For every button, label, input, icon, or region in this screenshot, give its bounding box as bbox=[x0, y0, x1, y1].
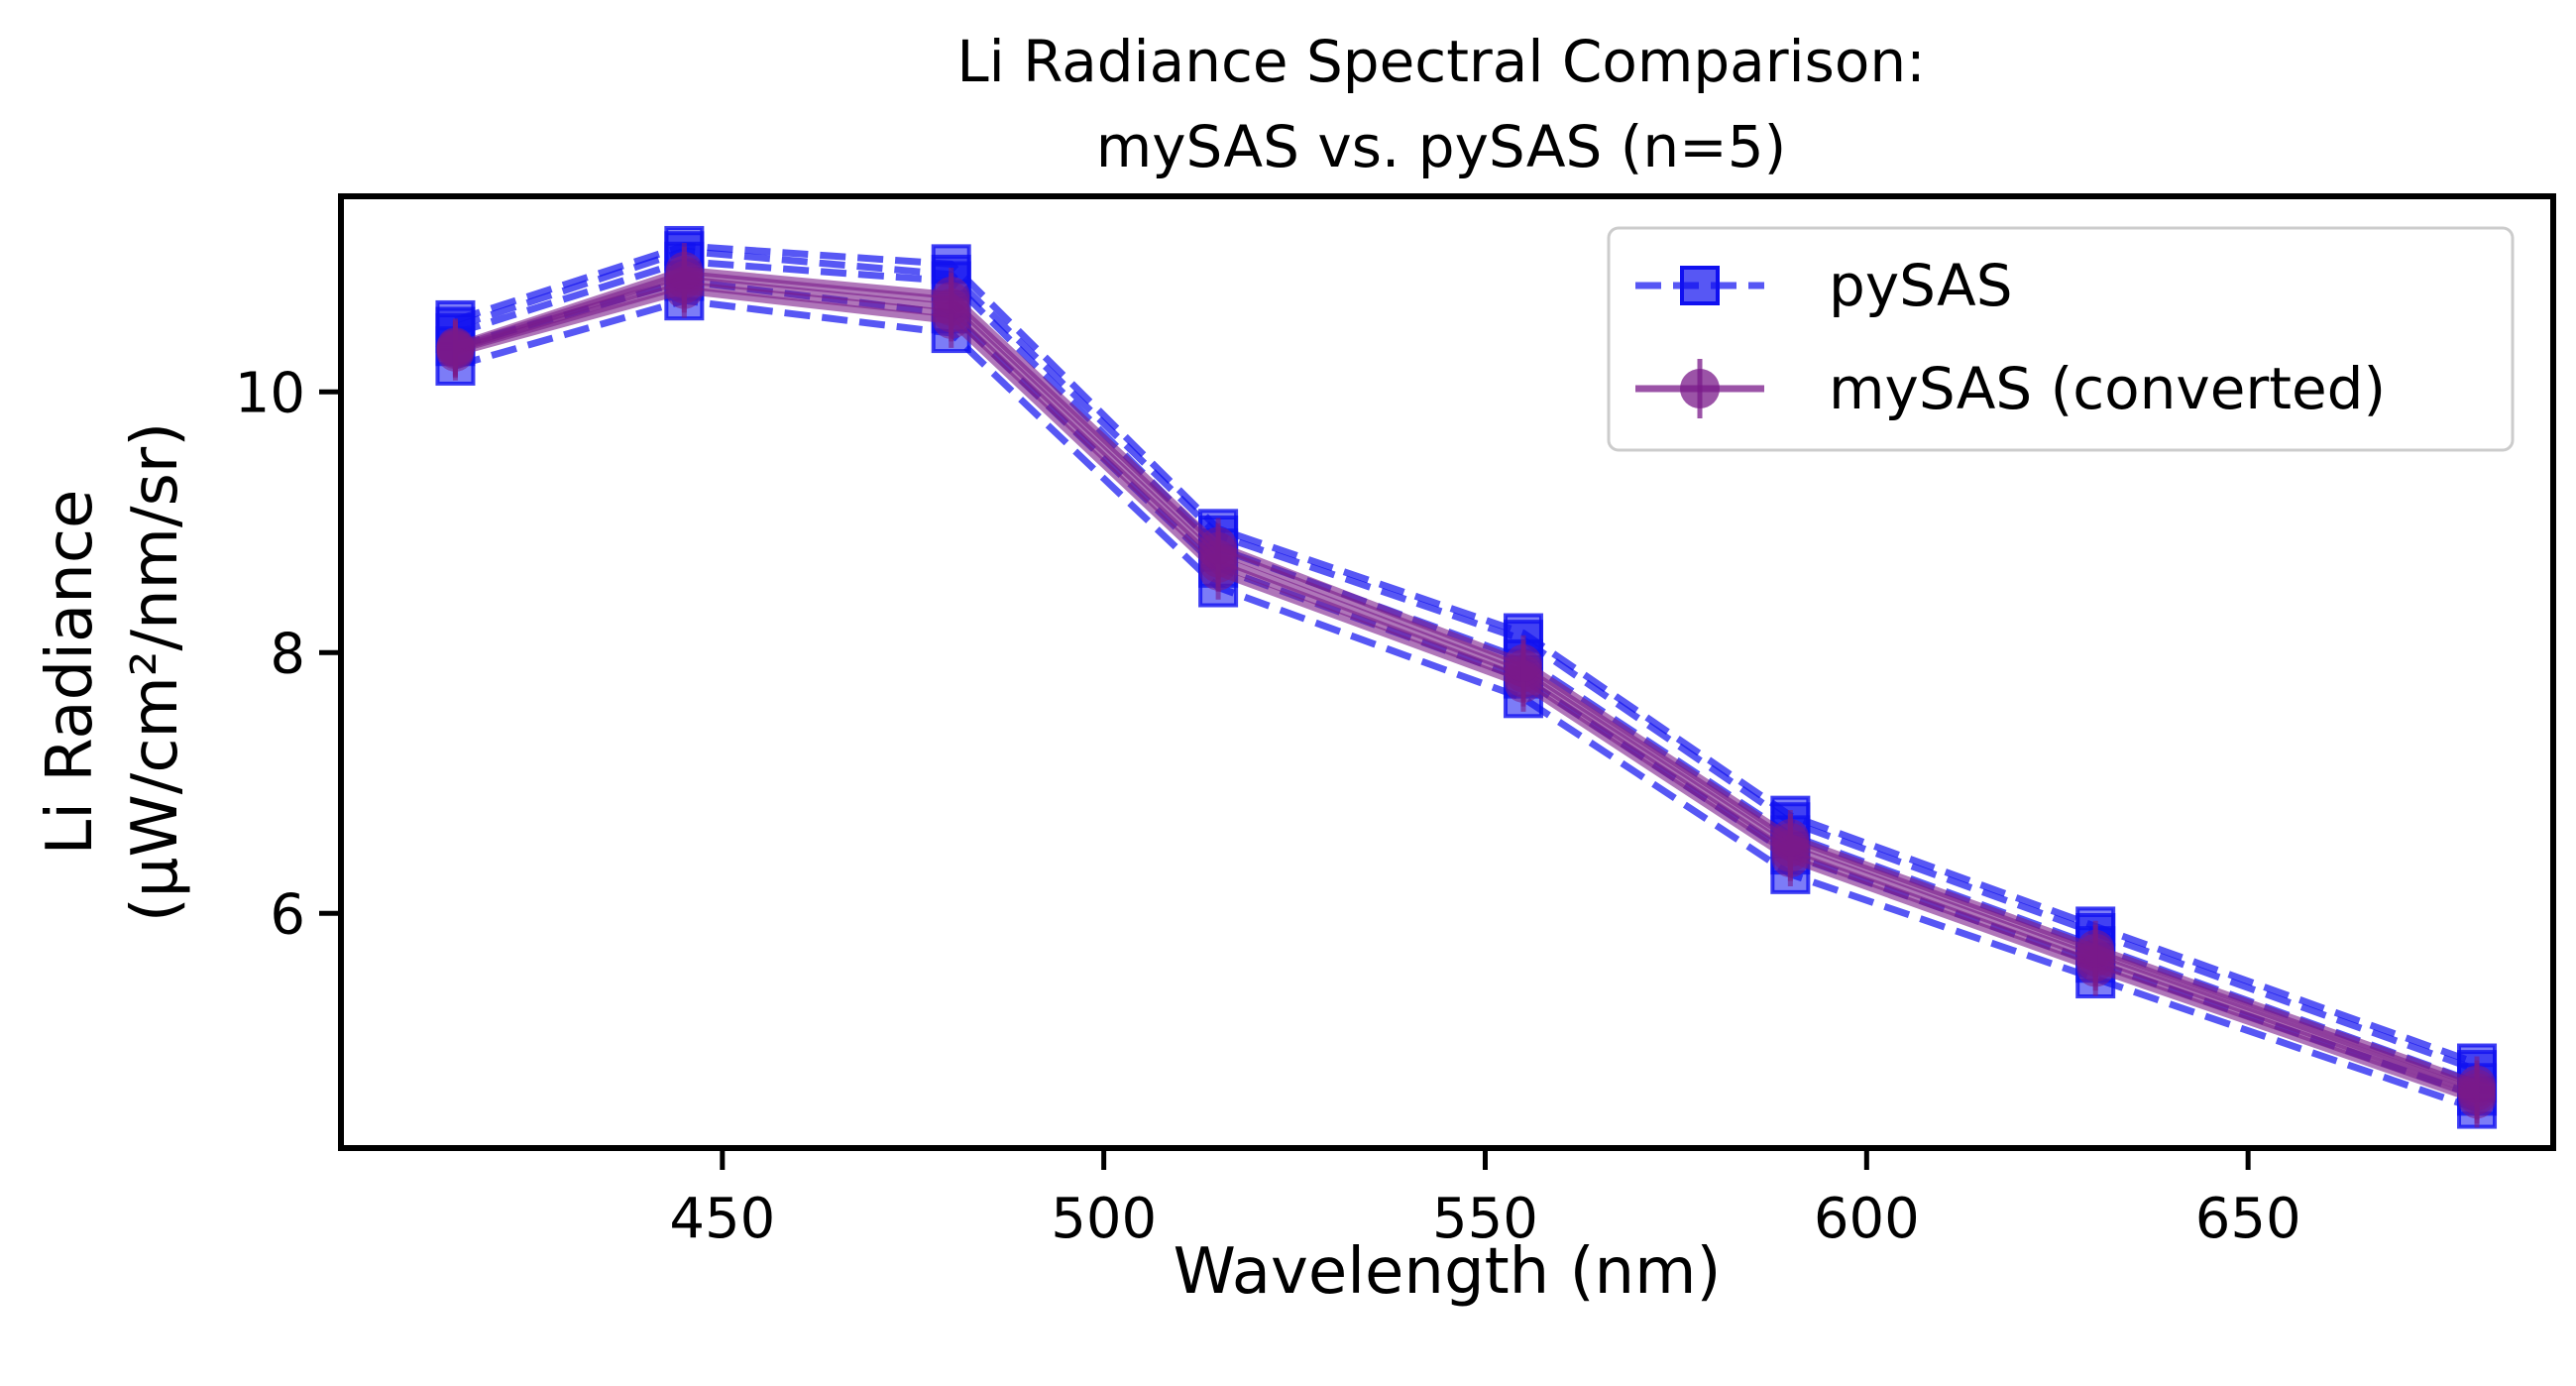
x-tick-label: 600 bbox=[1814, 1187, 1920, 1251]
x-tick-label: 650 bbox=[2195, 1187, 2301, 1251]
chart-title-line1: Li Radiance Spectral Comparison: bbox=[956, 28, 1925, 95]
legend-mysas-marker bbox=[1680, 369, 1720, 408]
x-tick-label: 500 bbox=[1051, 1187, 1157, 1251]
mysas-marker bbox=[665, 251, 704, 289]
mysas-marker bbox=[1504, 643, 1542, 682]
y-tick-label: 8 bbox=[270, 622, 305, 686]
y-axis-label-line1: Li Radiance bbox=[34, 490, 107, 856]
mysas-line-2 bbox=[454, 281, 2479, 1100]
mysas-marker bbox=[1199, 526, 1238, 565]
y-tick-label: 10 bbox=[235, 361, 305, 425]
mysas-marker bbox=[932, 276, 970, 314]
x-tick-label: 450 bbox=[669, 1187, 775, 1251]
legend-pysas-marker bbox=[1680, 266, 1720, 305]
pysas-line-3 bbox=[454, 258, 2479, 1087]
chart-title-line2: mySAS vs. pySAS (n=5) bbox=[1096, 113, 1787, 180]
plot-frame bbox=[338, 193, 2556, 1151]
plot-series bbox=[435, 225, 2498, 1129]
x-axis-ticks: 450 500 550 600 650 bbox=[669, 1148, 2301, 1251]
mysas-line-3 bbox=[454, 276, 2479, 1097]
x-tick-label: 550 bbox=[1432, 1187, 1538, 1251]
mysas-marker bbox=[436, 327, 475, 366]
legend: pySAS mySAS (converted) bbox=[1607, 226, 2515, 452]
pysas-line-5 bbox=[454, 242, 2479, 1067]
y-tick-label: 6 bbox=[270, 882, 305, 947]
legend-mysas-label: mySAS (converted) bbox=[1829, 355, 2386, 422]
y-axis-ticks: 6 8 10 bbox=[235, 361, 341, 947]
mysas-marker bbox=[2076, 929, 2115, 968]
pysas-line-1 bbox=[454, 296, 2479, 1112]
pysas-line-4 bbox=[454, 247, 2479, 1074]
mysas-marker bbox=[2458, 1065, 2497, 1103]
mysas-line-1 bbox=[454, 286, 2479, 1104]
legend-box bbox=[1607, 226, 2515, 452]
mysas-marker bbox=[1771, 819, 1810, 858]
mysas-line-5 bbox=[454, 266, 2479, 1089]
legend-pysas-label: pySAS bbox=[1829, 252, 2013, 319]
x-axis-label: Wavelength (nm) bbox=[1174, 1235, 1722, 1309]
y-axis-label-line2: (µW/cm²/nm/sr) bbox=[119, 422, 192, 922]
